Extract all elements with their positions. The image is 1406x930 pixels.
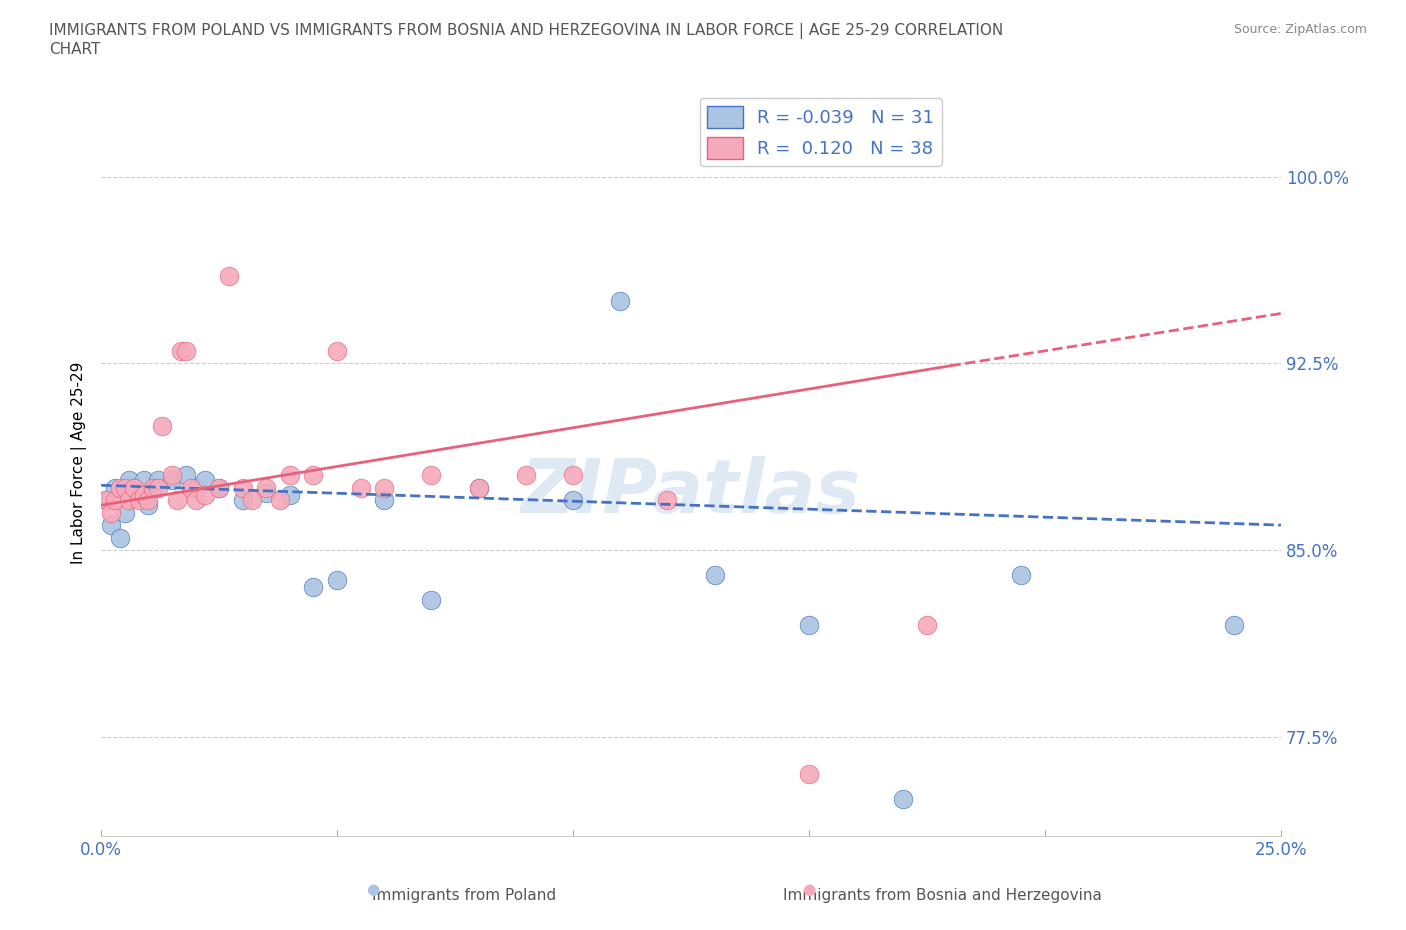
Point	[915, 618, 938, 632]
Point	[100, 505, 122, 520]
Point	[160, 472, 183, 487]
Point	[467, 480, 489, 495]
Point	[128, 493, 150, 508]
Point	[269, 493, 291, 508]
Point	[420, 468, 443, 483]
Point	[232, 480, 254, 495]
Point	[254, 485, 277, 500]
Text: ●: ●	[801, 882, 815, 897]
Point	[240, 493, 263, 508]
Point	[160, 468, 183, 483]
Point	[94, 493, 117, 508]
Point	[609, 294, 631, 309]
Point	[562, 493, 585, 508]
Point	[94, 493, 117, 508]
Point	[232, 493, 254, 508]
Point	[180, 480, 202, 495]
Point	[350, 480, 373, 495]
Point	[184, 493, 207, 508]
Point	[326, 573, 349, 588]
Point	[136, 498, 159, 512]
Point	[194, 472, 217, 487]
Point	[326, 343, 349, 358]
Point	[118, 472, 141, 487]
Text: Immigrants from Bosnia and Herzegovina: Immigrants from Bosnia and Herzegovina	[783, 888, 1101, 903]
Point	[108, 480, 131, 495]
Point	[104, 493, 127, 508]
Point	[657, 493, 679, 508]
Legend: R = -0.039   N = 31, R =  0.120   N = 38: R = -0.039 N = 31, R = 0.120 N = 38	[700, 99, 942, 166]
Y-axis label: In Labor Force | Age 25-29: In Labor Force | Age 25-29	[72, 362, 87, 565]
Point	[278, 468, 301, 483]
Point	[166, 493, 188, 508]
Point	[893, 791, 915, 806]
Point	[373, 493, 395, 508]
Point	[1010, 567, 1032, 582]
Point	[515, 468, 537, 483]
Point	[132, 488, 155, 503]
Point	[254, 480, 277, 495]
Point	[562, 468, 585, 483]
Point	[174, 343, 197, 358]
Point	[218, 269, 240, 284]
Point	[194, 488, 217, 503]
Point	[142, 480, 165, 495]
Point	[118, 493, 141, 508]
Text: Immigrants from Poland: Immigrants from Poland	[373, 888, 555, 903]
Text: ●: ●	[366, 882, 380, 897]
Point	[467, 480, 489, 495]
Point	[302, 580, 325, 595]
Point	[122, 480, 145, 495]
Point	[132, 472, 155, 487]
Point	[114, 505, 136, 520]
Point	[146, 472, 169, 487]
Point	[420, 592, 443, 607]
Point	[373, 480, 395, 495]
Point	[152, 418, 174, 433]
Point	[797, 766, 820, 781]
Point	[136, 493, 159, 508]
Point	[174, 468, 197, 483]
Point	[703, 567, 725, 582]
Point	[208, 480, 231, 495]
Point	[122, 480, 145, 495]
Text: IMMIGRANTS FROM POLAND VS IMMIGRANTS FROM BOSNIA AND HERZEGOVINA IN LABOR FORCE : IMMIGRANTS FROM POLAND VS IMMIGRANTS FRO…	[49, 23, 1004, 57]
Text: ZIPatlas: ZIPatlas	[522, 457, 860, 529]
Point	[146, 480, 169, 495]
Point	[184, 480, 207, 495]
Point	[797, 618, 820, 632]
Point	[208, 480, 231, 495]
Point	[100, 518, 122, 533]
Point	[278, 488, 301, 503]
Point	[170, 343, 193, 358]
Point	[1223, 618, 1246, 632]
Point	[108, 530, 131, 545]
Text: Source: ZipAtlas.com: Source: ZipAtlas.com	[1233, 23, 1367, 36]
Point	[114, 480, 136, 495]
Point	[128, 488, 150, 503]
Point	[104, 480, 127, 495]
Point	[302, 468, 325, 483]
